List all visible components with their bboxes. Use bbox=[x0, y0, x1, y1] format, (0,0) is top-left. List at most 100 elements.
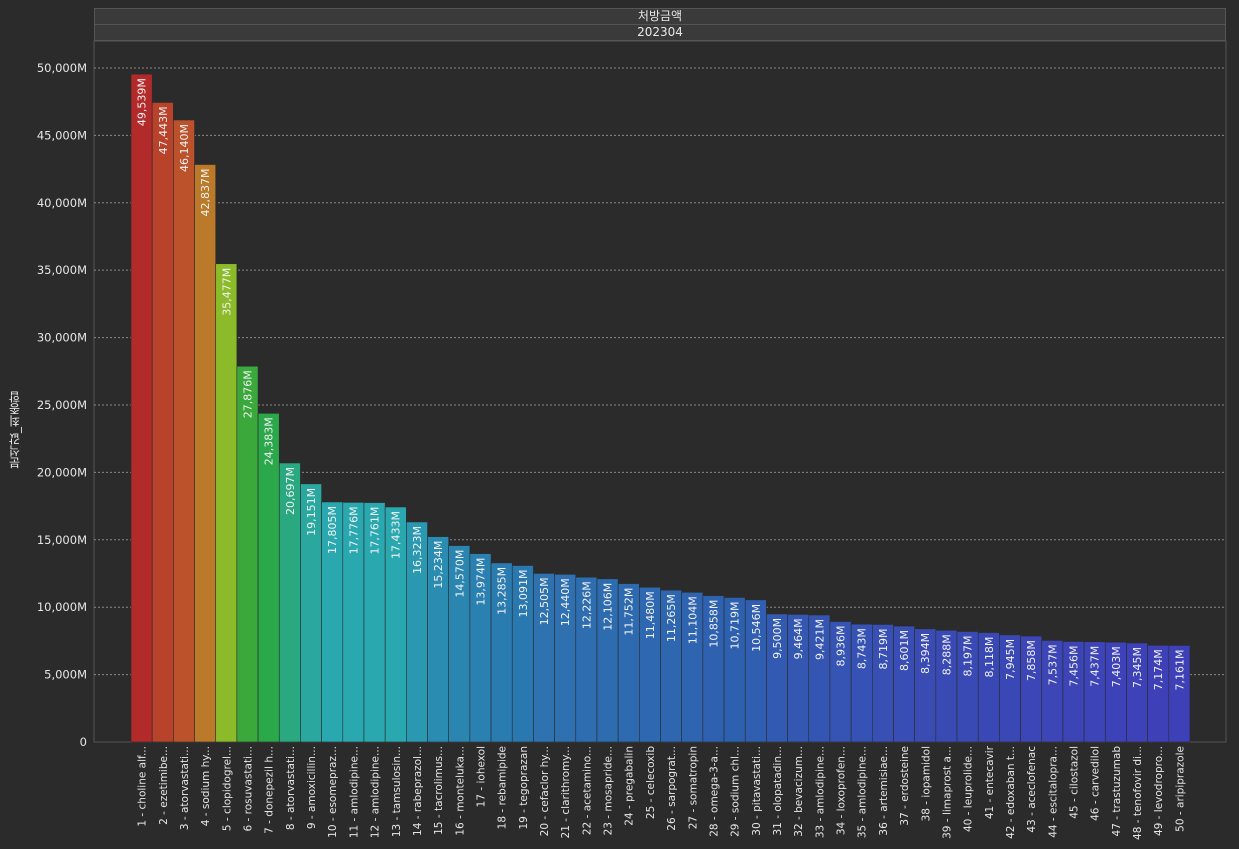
data-label: 9,500M bbox=[771, 618, 784, 659]
data-label: 17,776M bbox=[347, 506, 360, 554]
x-tick-label: 24 - pregabalin bbox=[624, 746, 636, 826]
x-tick-label: 13 - tamsulosin... bbox=[391, 746, 403, 837]
x-tick-label: 8 - atorvastati... bbox=[285, 746, 297, 830]
data-label: 14,570M bbox=[453, 550, 466, 598]
x-tick-label: 10 - esomepraz... bbox=[327, 746, 339, 838]
data-label: 13,285M bbox=[496, 567, 509, 615]
bar bbox=[1168, 645, 1191, 743]
x-tick-label: 14 - rabeprazol... bbox=[412, 746, 424, 836]
y-tick-label: 25,000M bbox=[37, 398, 87, 412]
x-tick-label: 36 - artemisiae... bbox=[878, 746, 890, 836]
x-tick-label: 19 - tegoprazan bbox=[518, 746, 530, 830]
data-label: 7,403M bbox=[1110, 646, 1123, 687]
data-label: 20,697M bbox=[284, 467, 297, 515]
y-tick-label: 45,000M bbox=[37, 128, 87, 142]
x-tick-label: 48 - tenofovir di... bbox=[1132, 746, 1144, 840]
x-tick-label: 5 - clopidogrel... bbox=[221, 746, 233, 831]
data-label: 47,443M bbox=[157, 106, 170, 154]
x-tick-label: 45 - cilostazol bbox=[1069, 746, 1081, 819]
data-label: 8,197M bbox=[962, 635, 975, 676]
data-label: 10,858M bbox=[707, 600, 720, 648]
x-tick-label: 37 - erdosteine bbox=[899, 746, 911, 826]
bar bbox=[151, 102, 174, 743]
x-tick-label: 28 - omega-3-a... bbox=[708, 746, 720, 837]
y-tick-label: 20,000M bbox=[37, 465, 87, 479]
data-label: 8,288M bbox=[940, 634, 953, 675]
data-label: 13,974M bbox=[474, 558, 487, 606]
data-label: 16,323M bbox=[411, 526, 424, 574]
y-tick-label: 35,000M bbox=[37, 263, 87, 277]
x-tick-label: 2 - ezetimibe... bbox=[158, 746, 170, 825]
bar bbox=[130, 73, 153, 743]
data-label: 12,440M bbox=[559, 578, 572, 626]
data-label: 35,477M bbox=[220, 268, 233, 316]
data-label: 7,945M bbox=[1004, 639, 1017, 680]
x-tick-label: 26 - sarpograt... bbox=[666, 746, 678, 831]
x-tick-label: 32 - bevacizum... bbox=[793, 746, 805, 837]
bar bbox=[173, 119, 195, 743]
y-tick-label: 0 bbox=[80, 735, 87, 749]
x-tick-label: 27 - somatropin bbox=[687, 746, 699, 829]
x-tick-label: 25 - celecoxib bbox=[645, 746, 657, 819]
x-tick-label: 12 - amlodipine... bbox=[370, 746, 382, 838]
data-label: 12,505M bbox=[538, 577, 551, 625]
bar bbox=[215, 263, 238, 743]
x-tick-label: 6 - rosuvastati... bbox=[242, 746, 254, 832]
data-label: 11,480M bbox=[644, 591, 657, 639]
data-label: 9,464M bbox=[792, 618, 805, 659]
x-tick-label: 18 - rebamipide bbox=[497, 746, 509, 829]
y-tick-label: 30,000M bbox=[37, 331, 87, 345]
x-tick-label: 7 - donepezil h... bbox=[264, 746, 276, 834]
data-label: 7,174M bbox=[1152, 649, 1165, 690]
data-label: 8,118M bbox=[983, 637, 996, 678]
y-tick-label: 40,000M bbox=[37, 196, 87, 210]
data-label: 27,876M bbox=[241, 370, 254, 418]
y-tick-label: 15,000M bbox=[37, 533, 87, 547]
data-label: 17,761M bbox=[369, 507, 382, 555]
x-tick-label: 47 - trastuzumab bbox=[1111, 746, 1123, 837]
data-label: 11,104M bbox=[686, 596, 699, 644]
x-tick-label: 38 - iopamidol bbox=[920, 746, 932, 821]
data-label: 10,719M bbox=[729, 601, 742, 649]
x-tick-label: 29 - sodium chl... bbox=[730, 746, 742, 837]
y-tick-label: 50,000M bbox=[37, 61, 87, 75]
data-label: 8,936M bbox=[835, 626, 848, 667]
bar bbox=[236, 365, 259, 743]
data-label: 42,837M bbox=[199, 169, 212, 217]
data-label: 13,091M bbox=[517, 570, 530, 618]
x-tick-label: 16 - monteluka... bbox=[454, 746, 466, 836]
data-label: 24,383M bbox=[263, 417, 276, 465]
data-label: 11,752M bbox=[623, 588, 636, 636]
data-label: 8,743M bbox=[856, 628, 869, 669]
data-label: 8,601M bbox=[898, 630, 911, 671]
x-tick-label: 1 - choline alf... bbox=[137, 746, 149, 827]
x-tick-label: 31 - olopatadin... bbox=[772, 746, 784, 836]
x-tick-label: 3 - atorvastati... bbox=[179, 746, 191, 830]
data-label: 7,456M bbox=[1068, 645, 1081, 686]
bar bbox=[194, 164, 217, 743]
y-tick-label: 5,000M bbox=[44, 668, 87, 682]
data-label: 12,106M bbox=[602, 583, 615, 631]
data-label: 7,537M bbox=[1046, 644, 1059, 685]
x-tick-label: 4 - sodium hy... bbox=[200, 746, 212, 826]
x-tick-label: 35 - amlodipine... bbox=[857, 746, 869, 838]
x-tick-label: 44 - escitalopra... bbox=[1047, 746, 1059, 838]
data-label: 7,437M bbox=[1089, 646, 1102, 687]
x-tick-label: 23 - mosapride... bbox=[603, 746, 615, 835]
x-tick-label: 41 - entecavir bbox=[984, 745, 996, 819]
data-label: 19,151M bbox=[305, 488, 318, 536]
data-label: 10,546M bbox=[750, 604, 763, 652]
y-tick-label: 10,000M bbox=[37, 600, 87, 614]
x-tick-label: 11 - amlodipine... bbox=[348, 746, 360, 838]
data-label: 7,858M bbox=[1025, 640, 1038, 681]
x-tick-label: 21 - clarithromy... bbox=[560, 746, 572, 838]
x-tick-label: 17 - iohexol bbox=[475, 746, 487, 807]
data-label: 7,161M bbox=[1173, 649, 1186, 690]
data-label: 7,345M bbox=[1131, 647, 1144, 688]
x-tick-label: 42 - edoxaban t... bbox=[1005, 746, 1017, 839]
data-label: 12,226M bbox=[580, 581, 593, 629]
data-label: 15,234M bbox=[432, 541, 445, 589]
x-tick-label: 30 - pitavastati... bbox=[751, 746, 763, 836]
